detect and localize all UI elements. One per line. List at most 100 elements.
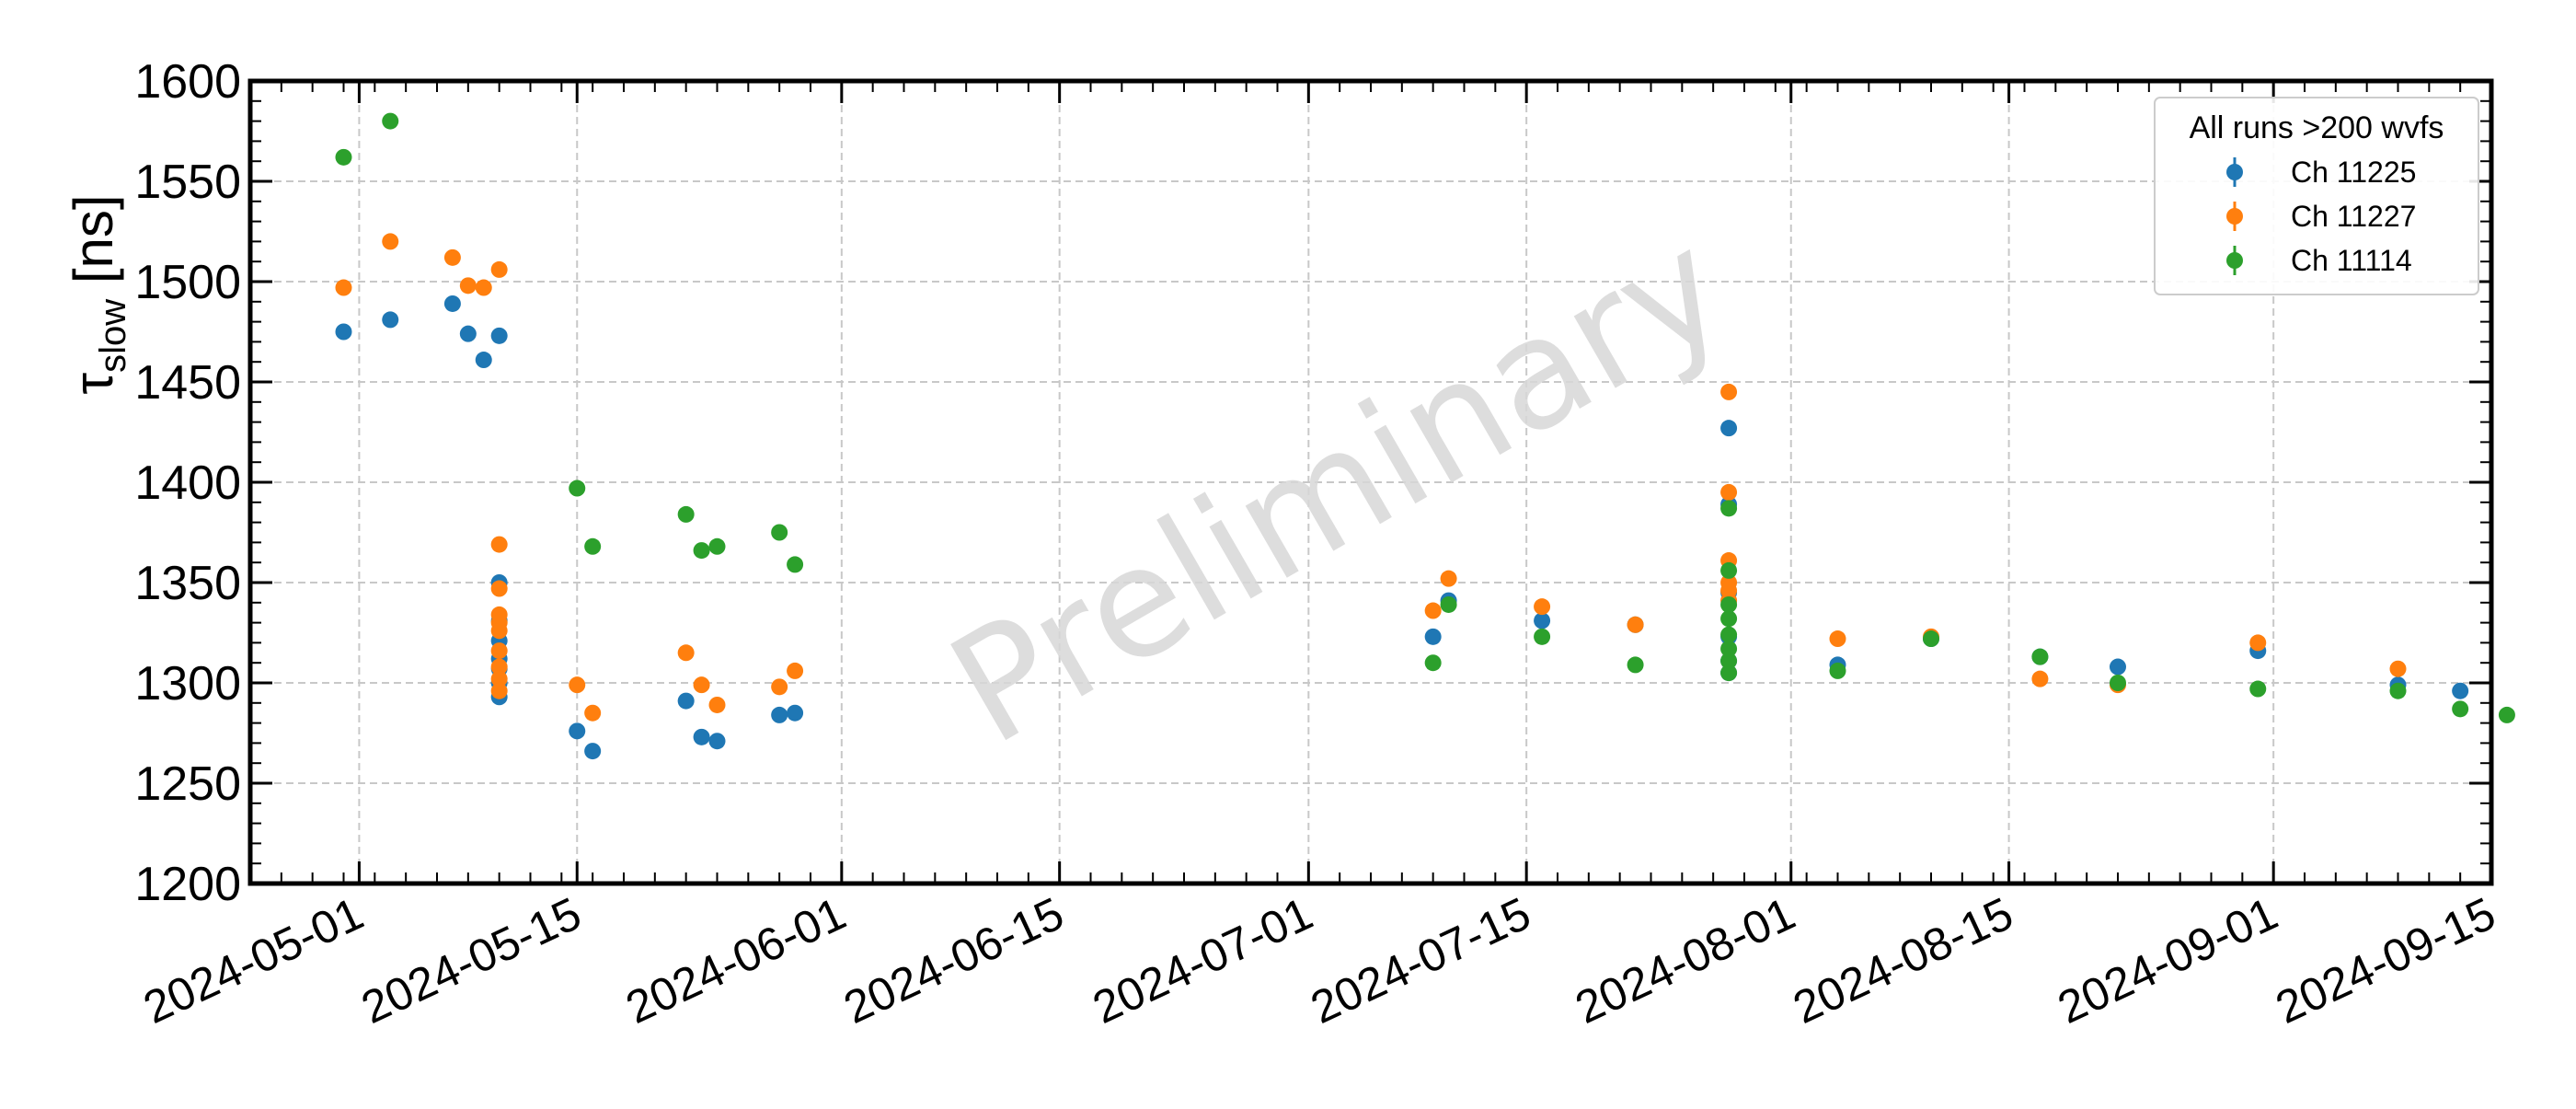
data-point-ch-11225	[459, 325, 477, 342]
legend-marker-ch-11225	[2226, 164, 2243, 180]
data-point-ch-11114	[584, 537, 602, 555]
data-point-ch-11114	[1720, 500, 1738, 517]
data-point-ch-11225	[787, 704, 804, 722]
data-point-ch-11227	[490, 670, 508, 687]
data-point-ch-11225	[708, 733, 726, 750]
data-point-ch-11114	[677, 505, 695, 523]
data-point-ch-11114	[382, 112, 399, 130]
legend-entries: Ch 11225 Ch 11227 Ch 11114	[2226, 156, 2416, 277]
x-tick-label: 2024-07-15	[1303, 887, 1537, 1034]
data-point-ch-11227	[569, 676, 586, 694]
data-point-ch-11114	[1720, 610, 1738, 628]
data-point-ch-11227	[475, 279, 492, 296]
data-points	[335, 112, 2515, 760]
data-point-ch-11227	[490, 580, 508, 597]
plot-frame	[247, 78, 2494, 886]
data-point-ch-11227	[1627, 616, 1644, 633]
data-point-ch-11225	[693, 728, 710, 745]
data-point-ch-11227	[771, 678, 788, 696]
data-point-ch-11114	[1720, 626, 1738, 643]
data-point-ch-11114	[2031, 648, 2049, 665]
data-point-ch-11114	[1534, 628, 1551, 645]
y-tick-label: 1300	[134, 657, 241, 710]
x-tick-label: 2024-09-15	[2268, 887, 2502, 1034]
data-point-ch-11114	[1424, 654, 1442, 672]
data-point-ch-11227	[2389, 660, 2407, 677]
data-point-ch-11227	[1720, 383, 1738, 400]
data-point-ch-11227	[443, 248, 461, 266]
y-tick-label: 1200	[134, 858, 241, 911]
data-point-ch-11225	[490, 327, 508, 344]
data-point-ch-11227	[708, 696, 726, 713]
data-point-ch-11227	[584, 704, 602, 722]
legend-label-ch-11225: Ch 11225	[2291, 156, 2416, 189]
y-tick-label: 1400	[134, 456, 241, 510]
data-point-ch-11227	[490, 536, 508, 553]
data-point-ch-11227	[693, 676, 710, 694]
data-point-ch-11114	[1627, 656, 1644, 674]
data-point-ch-11225	[335, 323, 352, 341]
data-point-ch-11225	[1720, 420, 1738, 437]
data-point-ch-11227	[490, 260, 508, 278]
y-tick-label: 1500	[134, 256, 241, 309]
data-point-ch-11114	[1720, 561, 1738, 579]
legend-box	[2154, 97, 2479, 295]
data-point-ch-11114	[1440, 595, 1457, 613]
data-point-ch-11225	[584, 743, 602, 760]
data-point-ch-11227	[1829, 630, 1846, 648]
data-point-ch-11114	[693, 542, 710, 560]
data-point-ch-11227	[490, 622, 508, 640]
legend-label-ch-11227: Ch 11227	[2291, 200, 2416, 233]
y-tick-label: 1550	[134, 156, 241, 209]
x-tick-label: 2024-08-15	[1786, 887, 2020, 1034]
y-tick-label: 1350	[134, 557, 241, 610]
data-point-ch-11114	[1829, 662, 1846, 679]
data-point-ch-11114	[1720, 653, 1738, 670]
axis-ticks	[249, 79, 2493, 885]
data-point-ch-11114	[787, 556, 804, 573]
x-tick-label: 2024-07-01	[1086, 887, 1320, 1034]
y-tick-labels: 1200 1250 1300 1350 1400 1450 1500 1550 1600	[134, 55, 241, 911]
data-point-ch-11227	[787, 662, 804, 679]
data-point-ch-11227	[335, 279, 352, 296]
y-tick-label: 1450	[134, 356, 241, 410]
data-point-ch-11114	[1720, 640, 1738, 657]
data-point-ch-11114	[2498, 706, 2515, 723]
data-point-ch-11225	[443, 295, 461, 312]
data-point-ch-11227	[490, 682, 508, 699]
x-tick-label: 2024-09-01	[2050, 887, 2284, 1034]
data-point-ch-11225	[2452, 682, 2469, 699]
legend-title: All runs >200 wvfs	[2190, 110, 2444, 145]
data-point-ch-11225	[771, 706, 788, 723]
x-tick-label: 2024-08-01	[1568, 887, 1802, 1034]
data-point-ch-11114	[771, 524, 788, 541]
data-point-ch-11225	[382, 311, 399, 329]
data-point-ch-11114	[335, 148, 352, 166]
data-point-ch-11227	[1424, 602, 1442, 619]
legend-marker-ch-11114	[2226, 252, 2243, 269]
x-tick-label: 2024-05-15	[353, 887, 588, 1034]
data-point-ch-11227	[459, 277, 477, 295]
data-point-ch-11114	[708, 537, 726, 555]
y-axis-title: τslow [ns]	[63, 194, 133, 394]
data-point-ch-11114	[2110, 675, 2126, 691]
data-point-ch-11227	[490, 642, 508, 660]
data-point-ch-11227	[1440, 570, 1457, 587]
data-point-ch-11227	[382, 233, 399, 250]
data-point-ch-11114	[2249, 680, 2267, 698]
data-point-ch-11114	[2389, 682, 2407, 699]
data-point-ch-11227	[677, 644, 695, 662]
data-point-ch-11225	[475, 352, 492, 369]
legend-label-ch-11114: Ch 11114	[2291, 244, 2412, 277]
data-point-ch-11225	[2110, 658, 2126, 676]
data-point-ch-11114	[1923, 630, 1939, 648]
data-point-ch-11227	[2031, 670, 2049, 687]
data-point-ch-11227	[490, 658, 508, 676]
y-tick-label: 1250	[134, 757, 241, 811]
data-point-ch-11225	[1534, 612, 1551, 630]
data-point-ch-11114	[569, 479, 586, 497]
x-tick-label: 2024-06-15	[836, 887, 1071, 1034]
